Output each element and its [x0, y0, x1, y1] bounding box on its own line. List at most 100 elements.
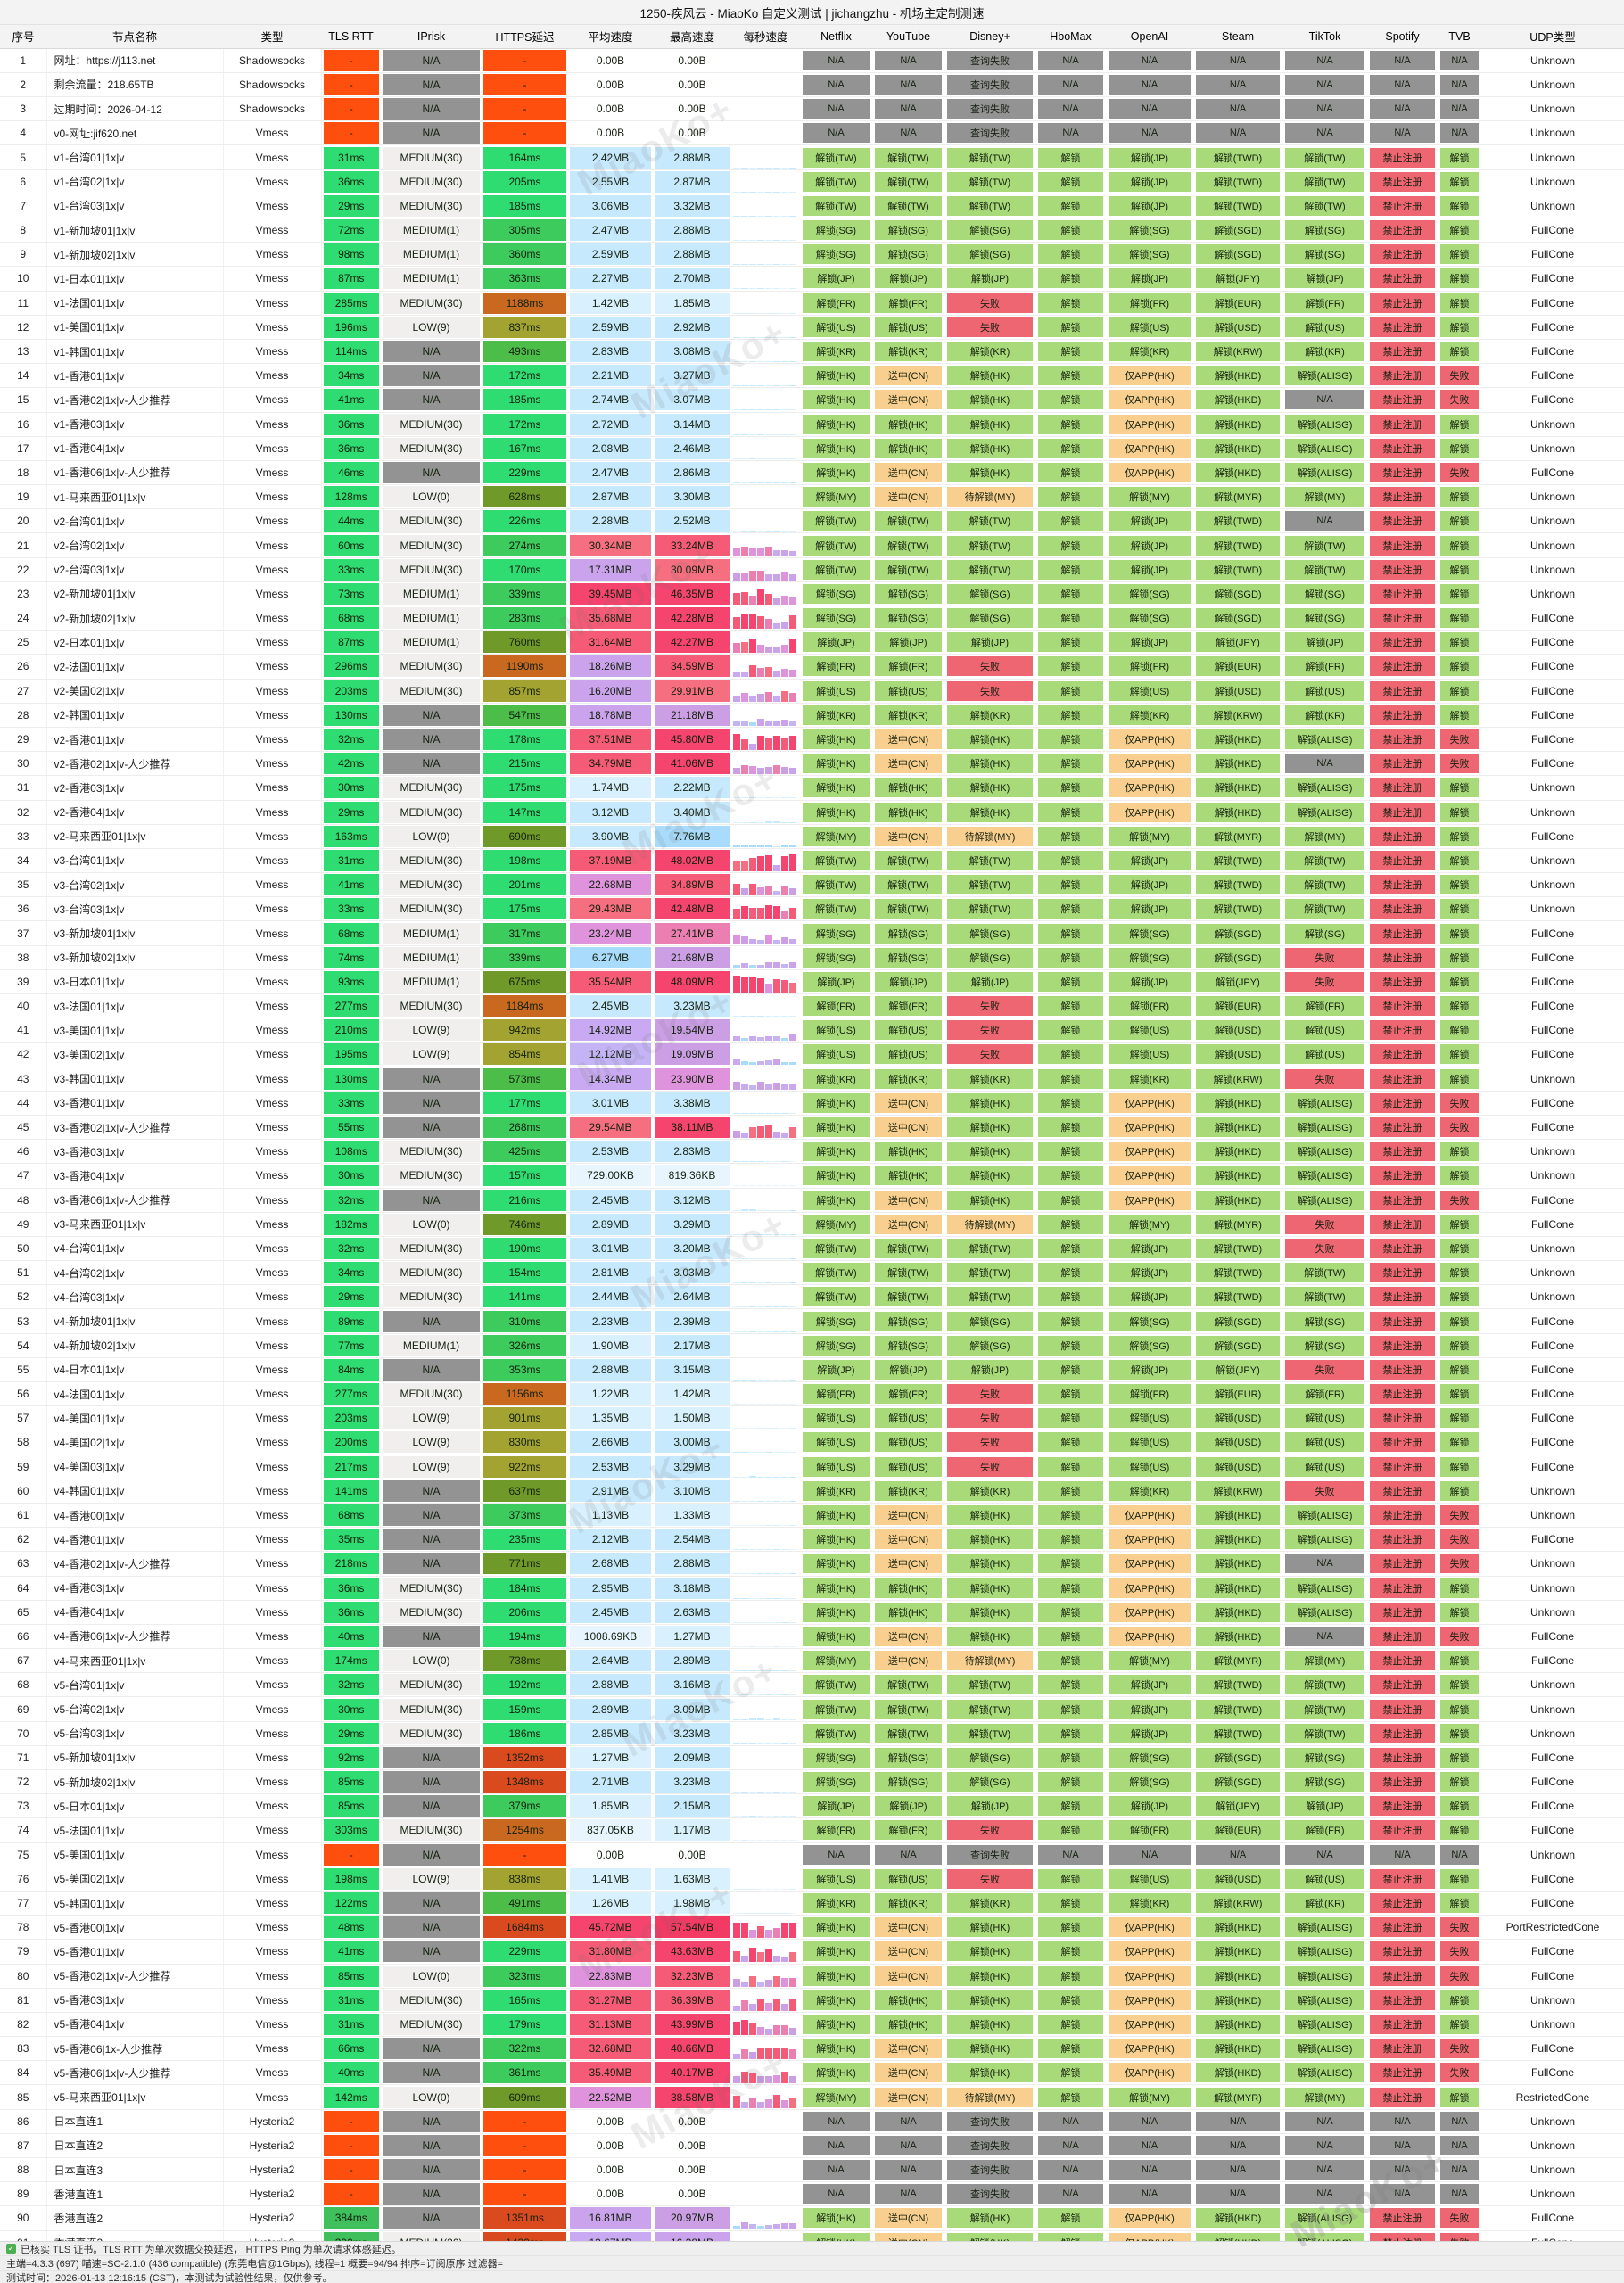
status-badge: 解锁(SG) — [947, 244, 1033, 265]
status-badge: 解锁(JP) — [1109, 850, 1191, 870]
status-badge: 送中(CN) — [875, 1117, 942, 1138]
cell-spotify: N/A — [1367, 2157, 1438, 2183]
cell-steam: 解锁(KRW) — [1193, 1067, 1282, 1092]
cell-spotify: 禁止注册 — [1367, 2036, 1438, 2062]
cell-openai: 解锁(JP) — [1106, 630, 1193, 655]
status-badge: 解锁(HK) — [803, 2039, 870, 2059]
cell-tiktok: 解锁(ALISG) — [1282, 363, 1367, 389]
cell-speed-bars — [731, 315, 800, 340]
cell-tls-rtt: - — [321, 2133, 381, 2159]
cell-udp-type: Unknown — [1481, 872, 1624, 898]
status-badge: 失败 — [947, 1456, 1033, 1477]
cell-tiktok: 解锁(MY) — [1282, 1648, 1367, 1674]
status-badge: N/A — [1440, 50, 1479, 70]
status-badge: N/A — [1196, 74, 1280, 95]
status-badge: 解锁 — [1038, 390, 1103, 410]
cell-tiktok: N/A — [1282, 2133, 1367, 2159]
cell-netflix: 解锁(HK) — [800, 387, 872, 413]
status-badge: N/A — [1109, 2111, 1191, 2131]
cell-youtube: 解锁(HK) — [872, 800, 944, 825]
table-row: 69 v5-台湾02|1x|v Vmess 30ms MEDIUM(30) 159ms 2.… — [0, 1696, 1624, 1722]
cell-udp-type: Unknown — [1481, 120, 1624, 146]
cell-type: Shadowsocks — [223, 96, 322, 122]
table-row: 56 v4-法国01|1x|v Vmess 277ms MEDIUM(30) 1156ms… — [0, 1381, 1624, 1407]
status-badge: N/A — [1109, 2135, 1191, 2155]
cell-tiktok: 解锁(ALISG) — [1282, 1915, 1367, 1941]
status-badge: 解锁 — [1038, 317, 1103, 337]
cell-youtube: 解锁(KR) — [872, 1891, 944, 1916]
cell-disney: 解锁(TW) — [944, 896, 1035, 922]
table-row: 18 v1-香港06|1x|v-人少推荐 Vmess 46ms N/A 229ms 2.47… — [0, 460, 1624, 486]
cell-iprisk: MEDIUM(30) — [381, 1817, 482, 1843]
cell-speed-bars — [731, 1188, 800, 1213]
status-badge: 禁止注册 — [1370, 535, 1435, 556]
cell-netflix: 解锁(TW) — [800, 508, 872, 534]
cell-steam: 解锁(EUR) — [1193, 1817, 1282, 1843]
status-badge: 解锁(HK) — [947, 802, 1033, 822]
per-second-speed-chart — [733, 219, 798, 242]
cell-node-name: v1-马来西亚01|1x|v — [46, 484, 224, 510]
status-badge: 禁止注册 — [1370, 899, 1435, 919]
cell-netflix: 解锁(TW) — [800, 1696, 872, 1722]
status-badge: N/A — [1285, 99, 1364, 120]
status-badge: 解锁 — [1038, 1505, 1103, 1526]
cell-openai: 解锁(JP) — [1106, 1260, 1193, 1286]
cell-iprisk: MEDIUM(30) — [381, 848, 482, 874]
status-badge: 解锁(HKD) — [1196, 1602, 1280, 1622]
status-badge: 失败 — [1440, 1626, 1479, 1646]
cell-tiktok: 解锁(TW) — [1282, 532, 1367, 558]
cell-speed-bars — [731, 1842, 800, 1867]
cell-max-speed: 3.30MB — [653, 484, 731, 510]
cell-max-speed: 2.86MB — [653, 460, 731, 486]
cell-tvb: 解锁 — [1438, 1600, 1481, 1625]
cell-node-name: v1-法国01|1x|v — [46, 291, 224, 316]
status-badge: N/A — [1196, 2135, 1280, 2155]
status-badge: 禁止注册 — [1370, 293, 1435, 313]
cell-netflix: 解锁(TW) — [800, 169, 872, 194]
status-badge: 解锁(KRW) — [1196, 1480, 1280, 1501]
cell-udp-type: FullCone — [1481, 824, 1624, 849]
cell-openai: 解锁(FR) — [1106, 291, 1193, 316]
cell-youtube: N/A — [872, 2181, 944, 2207]
cell-avg-speed: 2.45MB — [568, 1188, 653, 1213]
cell-openai: 解锁(JP) — [1106, 1672, 1193, 1698]
status-badge: 解锁(JP) — [1109, 535, 1191, 556]
per-second-speed-chart — [733, 2014, 798, 2035]
cell-tiktok: 解锁(ALISG) — [1282, 412, 1367, 437]
cell-youtube: 解锁(TW) — [872, 508, 944, 534]
per-second-speed-chart — [733, 947, 798, 968]
cell-netflix: 解锁(TW) — [800, 557, 872, 582]
status-badge: 解锁(HKD) — [1196, 438, 1280, 458]
cell-iprisk: MEDIUM(30) — [381, 1236, 482, 1262]
cell-type: Vmess — [223, 1284, 322, 1310]
cell-tvb: 解锁 — [1438, 412, 1481, 437]
per-second-speed-chart — [733, 850, 798, 871]
cell-iprisk: MEDIUM(30) — [381, 1139, 482, 1165]
cell-hbomax: 解锁 — [1035, 1915, 1106, 1941]
status-badge: 解锁 — [1038, 366, 1103, 386]
cell-disney: 解锁(HK) — [944, 2036, 1035, 2062]
cell-node-name: v1-韩国01|1x|v — [46, 339, 224, 365]
status-badge: 待解锁(MY) — [947, 2087, 1033, 2107]
cell-avg-speed: 35.49MB — [568, 2060, 653, 2086]
cell-avg-speed: 2.74MB — [568, 387, 653, 413]
status-badge: 解锁(US) — [875, 1408, 942, 1429]
cell-speed-bars — [731, 1212, 800, 1237]
cell-https-latency: 690ms — [482, 824, 568, 849]
cell-https-latency: 229ms — [482, 1939, 568, 1965]
status-badge: 解锁(FR) — [875, 1384, 942, 1405]
cell-tls-rtt: 42ms — [321, 751, 381, 777]
cell-iprisk: LOW(0) — [381, 1648, 482, 1674]
status-badge: 解锁(FR) — [1285, 1384, 1364, 1405]
status-badge: 解锁(JP) — [875, 268, 942, 289]
per-second-speed-chart — [733, 923, 798, 944]
cell-seq: 46 — [0, 1139, 47, 1165]
table-row: 65 v4-香港04|1x|v Vmess 36ms MEDIUM(30) 206ms 2.… — [0, 1600, 1624, 1625]
status-badge: 解锁(SG) — [947, 1311, 1033, 1331]
cell-https-latency: 170ms — [482, 557, 568, 582]
status-badge: 解锁(HK) — [947, 1602, 1033, 1622]
cell-tiktok: 解锁(FR) — [1282, 1381, 1367, 1407]
status-badge: 解锁(HK) — [947, 366, 1033, 386]
cell-type: Vmess — [223, 630, 322, 655]
